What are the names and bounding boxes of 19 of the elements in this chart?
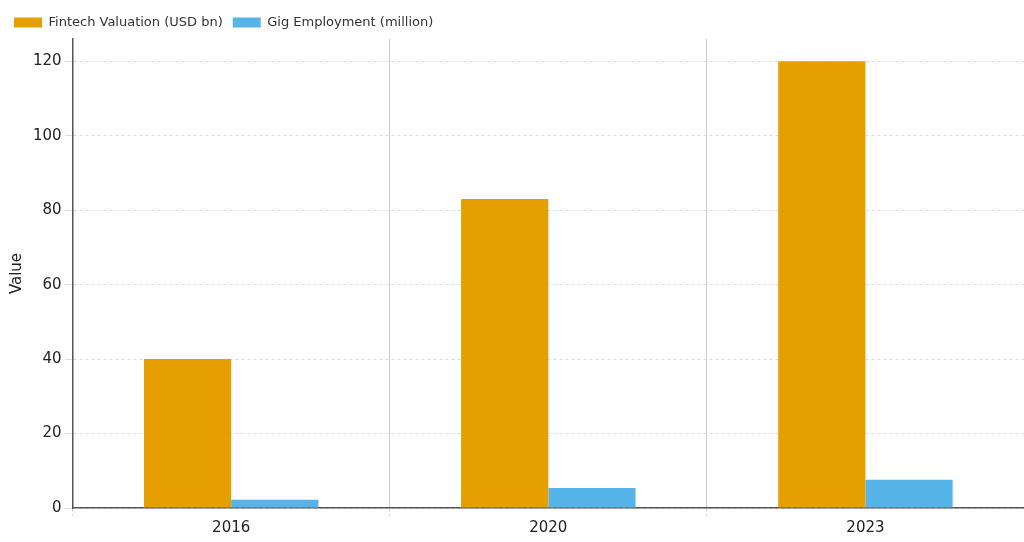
bar [143,359,232,508]
y-axis-title: Value [6,252,25,295]
legend-label: Fintech Valuation (USD bn) [48,13,223,29]
bar [548,487,636,508]
bar [778,61,866,508]
y-tick-label: 40 [42,349,62,367]
x-tick-label: 2023 [846,517,885,536]
y-tick-label: 0 [52,497,62,516]
bar [461,199,549,508]
y-tick-label: 80 [42,200,62,219]
y-tick-label: 120 [32,51,62,70]
bar [231,499,319,508]
y-tick-label: 20 [42,423,62,442]
legend-label: Gig Employment (million) [267,13,434,29]
x-tick-label: 2016 [212,517,251,536]
y-tick-label: 100 [32,125,62,144]
bar [865,479,953,508]
x-tick-label: 2020 [529,517,568,536]
y-tick-label: 60 [42,274,62,293]
